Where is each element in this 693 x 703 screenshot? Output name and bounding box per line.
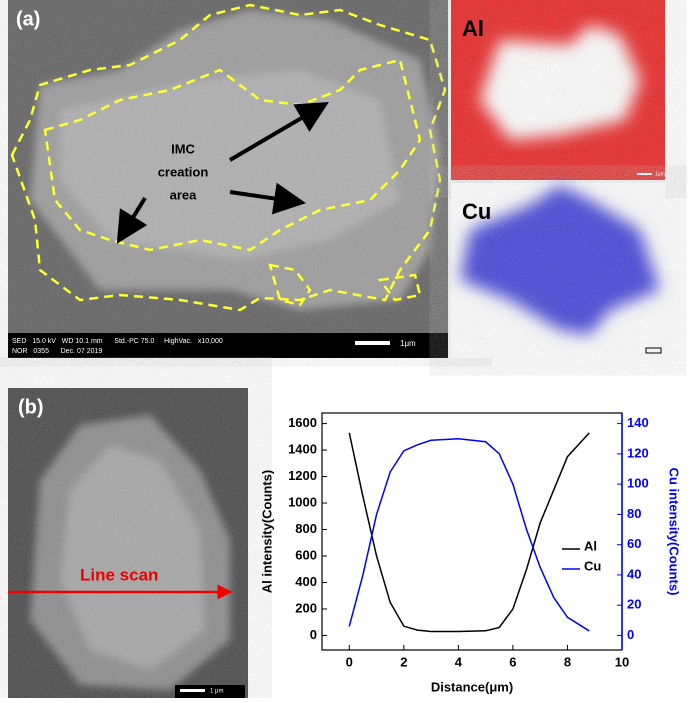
y-tick-label: 800 xyxy=(295,521,317,536)
x-tick-label: 8 xyxy=(564,654,571,669)
y-tick-label: 1000 xyxy=(288,494,317,509)
y2-tick-label: 100 xyxy=(627,476,649,491)
legend-label: Cu xyxy=(584,558,601,573)
scale-label: 1 μm xyxy=(210,689,223,695)
map-label: Al xyxy=(462,16,484,41)
series-line xyxy=(348,437,590,632)
y-tick-label: 1400 xyxy=(288,442,317,457)
sem-image-b: (b) Line scan 1 μm xyxy=(8,388,248,698)
y2-tick-label: 60 xyxy=(627,536,641,551)
al-map: Al 1μm xyxy=(451,0,665,180)
y2-axis-label: Cu intensity(Counts) xyxy=(667,468,682,596)
y-axis-label: Al intensity(Counts) xyxy=(259,470,274,594)
y2-tick-label: 120 xyxy=(627,445,649,460)
y-tick-label: 1200 xyxy=(288,468,317,483)
scale-label: 1μm xyxy=(655,171,665,177)
cu-map: Cu xyxy=(451,183,665,358)
y2-tick-label: 80 xyxy=(627,506,641,521)
annotation: IMC xyxy=(171,141,195,156)
y2-tick-label: 40 xyxy=(627,566,641,581)
plot-frame xyxy=(321,412,623,651)
x-tick-label: 2 xyxy=(400,654,407,669)
y-tick-label: 200 xyxy=(295,600,317,615)
y2-tick-label: 0 xyxy=(627,627,634,642)
scale-label: 1μm xyxy=(400,339,416,348)
y-tick-label: 0 xyxy=(310,627,317,642)
series-line xyxy=(348,432,590,633)
annotation: creation xyxy=(158,164,209,179)
y2-tick-label: 20 xyxy=(627,597,641,612)
x-tick-label: 6 xyxy=(509,654,516,669)
sem-image-a: IMC creation area (a) SED 15.0 kV WD 10.… xyxy=(8,0,448,358)
x-tick-label: 0 xyxy=(346,654,353,669)
info-line: NOR 0355 Dec. 07 2019 xyxy=(12,348,102,355)
x-tick-label: 10 xyxy=(615,654,629,669)
panel-label: (a) xyxy=(16,8,40,30)
info-line: SED 15.0 kV WD 10.1 mm Std.-PC 75.0 High… xyxy=(12,338,223,345)
x-tick-label: 4 xyxy=(455,654,463,669)
annotation: area xyxy=(170,187,198,202)
map-label: Cu xyxy=(462,199,491,224)
y-tick-label: 600 xyxy=(295,547,317,562)
y-tick-label: 400 xyxy=(295,574,317,589)
y2-tick-label: 140 xyxy=(627,415,649,430)
annotation: Line scan xyxy=(80,565,158,584)
legend-label: Al xyxy=(584,538,597,553)
panel-label: (b) xyxy=(18,396,44,418)
y-tick-label: 1600 xyxy=(288,415,317,430)
x-axis-label: Distance(μm) xyxy=(431,679,513,694)
line-chart: 0 2 4 6 8 10020040060080010001200140016000204… xyxy=(259,412,682,694)
